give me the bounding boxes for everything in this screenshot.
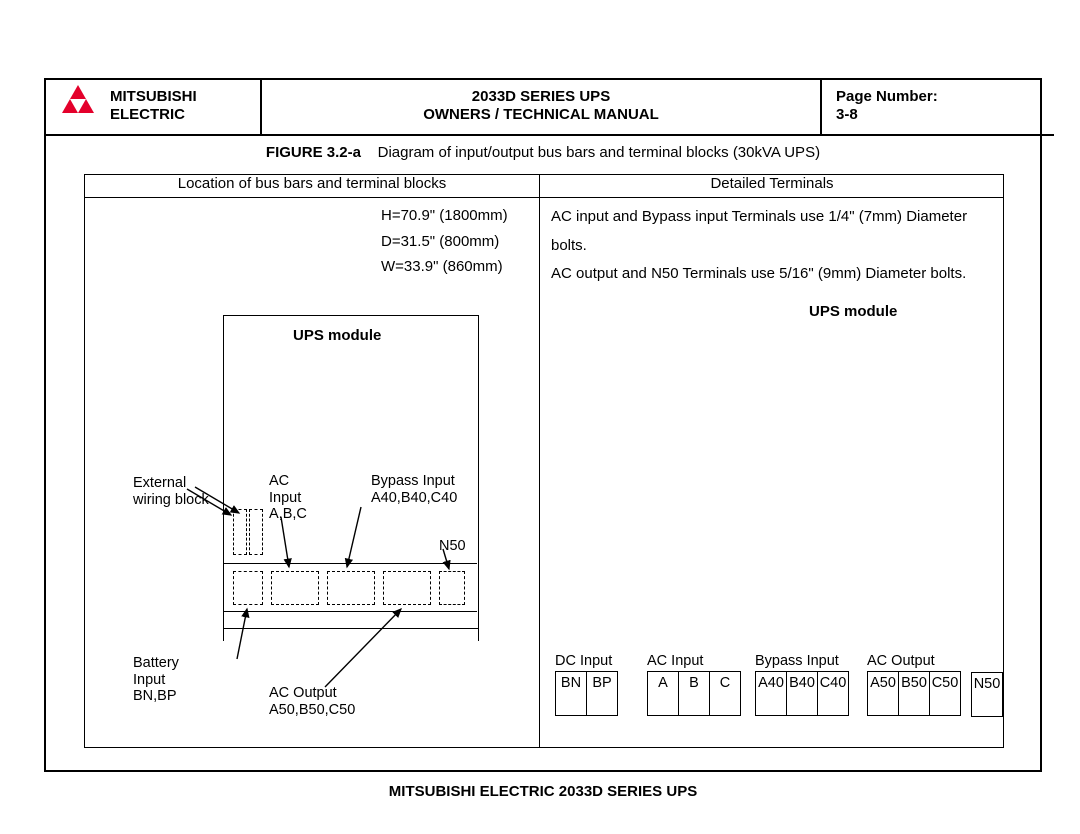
- figure-number: FIGURE 3.2-a: [266, 144, 361, 161]
- dim-h: H=70.9" (1800mm): [381, 203, 508, 229]
- arrow-bat: [235, 605, 265, 665]
- terminal-cell: BP: [586, 671, 618, 716]
- note-2: AC output and N50 Terminals use 5/16" (9…: [551, 260, 1003, 289]
- dash-bat: [233, 571, 263, 605]
- arrow-byp: [341, 505, 371, 575]
- frame-divider: [539, 175, 540, 747]
- frame-head-right: Detailed Terminals: [541, 175, 1003, 192]
- label-ac-output: AC Output A50,B50,C50: [269, 685, 355, 718]
- term-row-dc: BNBP: [555, 671, 618, 716]
- terminal-group-n50: N50: [971, 672, 1003, 717]
- dash-byp: [327, 571, 375, 605]
- header-title: 2033D SERIES UPS OWNERS / TECHNICAL MANU…: [262, 80, 822, 136]
- ups-label-right: UPS module: [809, 303, 897, 320]
- terminal-cell: A40: [755, 671, 786, 716]
- arrow-out: [323, 605, 423, 695]
- company-line2: ELECTRIC: [110, 106, 185, 123]
- dim-w: W=33.9" (860mm): [381, 254, 508, 280]
- figure-caption: FIGURE 3.2-a Diagram of input/output bus…: [46, 144, 1040, 161]
- term-title-byp: Bypass Input: [755, 653, 849, 669]
- label-n50: N50: [439, 538, 466, 555]
- arrow-ac: [265, 515, 305, 575]
- term-row-ac: ABC: [647, 671, 741, 716]
- figure-text: Diagram of input/output bus bars and ter…: [378, 144, 820, 161]
- term-row-byp: A40B40C40: [755, 671, 849, 716]
- terminal-cell: A50: [867, 671, 898, 716]
- header-logo-cell: [46, 80, 110, 136]
- term-row-out: A50B50C50: [867, 671, 961, 716]
- page-frame: MITSUBISHI ELECTRIC 2033D SERIES UPS OWN…: [44, 78, 1042, 772]
- note-1: AC input and Bypass input Terminals use …: [551, 203, 1003, 260]
- diagram-frame: Location of bus bars and terminal blocks…: [84, 174, 1004, 748]
- terminal-group-out: AC Output A50B50C50: [867, 653, 961, 716]
- terminal-cell: C: [709, 671, 741, 716]
- header-page: Page Number: 3-8: [822, 80, 1054, 136]
- frame-head-left: Location of bus bars and terminal blocks: [85, 175, 539, 192]
- dim-d: D=31.5" (800mm): [381, 229, 508, 255]
- label-ac-input: AC Input A,B,C: [269, 473, 307, 523]
- terminal-group-byp: Bypass Input A40B40C40: [755, 653, 849, 716]
- term-title-dc: DC Input: [555, 653, 618, 669]
- term-row-n50: N50: [971, 672, 1003, 717]
- terminal-cell: A: [647, 671, 678, 716]
- terminal-cell: B: [678, 671, 709, 716]
- page-footer: MITSUBISHI ELECTRIC 2033D SERIES UPS: [46, 783, 1040, 800]
- label-external: External wiring block: [133, 475, 209, 508]
- page-label: Page Number:: [836, 88, 938, 105]
- title-line2: OWNERS / TECHNICAL MANUAL: [423, 106, 659, 123]
- terminal-cell: N50: [971, 672, 1003, 717]
- label-battery: Battery Input BN,BP: [133, 655, 179, 705]
- bolt-notes: AC input and Bypass input Terminals use …: [551, 203, 1003, 289]
- terminal-cell: C40: [817, 671, 849, 716]
- label-bypass: Bypass Input A40,B40,C40: [371, 473, 457, 506]
- terminal-cell: BN: [555, 671, 586, 716]
- dimensions-block: H=70.9" (1800mm) D=31.5" (800mm) W=33.9"…: [381, 203, 508, 280]
- dash-ac: [271, 571, 319, 605]
- terminal-cell: B40: [786, 671, 817, 716]
- term-title-out: AC Output: [867, 653, 961, 669]
- terminal-cell: C50: [929, 671, 961, 716]
- title-line1: 2033D SERIES UPS: [472, 88, 610, 105]
- frame-header: Location of bus bars and terminal blocks…: [85, 175, 1003, 198]
- terminal-cell: B50: [898, 671, 929, 716]
- page-num: 3-8: [836, 106, 858, 123]
- terminal-group-dc: DC Input BNBP: [555, 653, 618, 716]
- term-title-ac: AC Input: [647, 653, 741, 669]
- dash-ext-2: [249, 509, 263, 555]
- company-line1: MITSUBISHI: [110, 88, 197, 105]
- header-company: MITSUBISHI ELECTRIC: [110, 80, 262, 136]
- mitsubishi-logo-icon: [56, 84, 100, 122]
- terminal-group-ac: AC Input ABC: [647, 653, 741, 716]
